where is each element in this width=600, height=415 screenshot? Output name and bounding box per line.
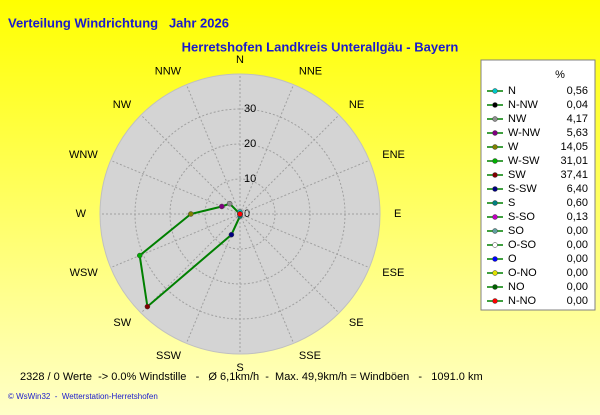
legend-name: O-NO <box>508 267 537 279</box>
spoke <box>110 159 241 215</box>
legend-marker <box>492 158 498 164</box>
legend-value: 0,00 <box>567 239 588 251</box>
data-point <box>228 231 235 238</box>
legend-value: 0,04 <box>567 99 588 111</box>
legend-name: S <box>508 197 515 209</box>
spoke <box>239 213 295 344</box>
legend-marker <box>492 130 498 136</box>
legend-name: W-NW <box>508 127 541 139</box>
data-point <box>144 303 151 310</box>
grid-circle <box>204 178 276 250</box>
angular-label: NE <box>349 99 364 111</box>
legend-value: 6,40 <box>567 183 588 195</box>
legend-value: 14,05 <box>560 141 588 153</box>
spoke <box>239 114 340 215</box>
legend-name: SO <box>508 225 524 237</box>
legend-name: O <box>508 253 517 265</box>
legend-name: N <box>508 85 516 97</box>
legend-name: NO <box>508 281 525 293</box>
r-tick-label: 20 <box>244 138 256 150</box>
legend-marker <box>492 214 498 220</box>
legend-marker <box>492 186 498 192</box>
angular-label: NNW <box>155 66 182 78</box>
legend-value: 0,60 <box>567 197 588 209</box>
legend-marker <box>492 284 498 290</box>
legend-value: 5,63 <box>567 127 588 139</box>
legend-value: 4,17 <box>567 113 588 125</box>
legend-marker <box>492 102 498 108</box>
legend-name: W-SW <box>508 155 540 167</box>
data-point <box>237 211 243 217</box>
spoke <box>185 84 241 215</box>
legend-marker <box>492 200 498 206</box>
spoke <box>185 213 241 344</box>
angular-label: W <box>76 208 87 220</box>
legend-value: 0,13 <box>567 211 588 223</box>
r-tick-label: 10 <box>244 173 256 185</box>
legend-marker <box>492 228 498 234</box>
legend-name: S-SO <box>508 211 535 223</box>
spoke <box>110 213 241 269</box>
legend-value: 0,00 <box>567 253 588 265</box>
legend-marker <box>492 270 498 276</box>
credit: © WsWin32 - Wetterstation-Herretshofen <box>8 392 158 401</box>
legend-name: O-SO <box>508 239 537 251</box>
angular-label: SW <box>113 317 131 329</box>
legend-value: 0,00 <box>567 267 588 279</box>
spoke <box>239 159 370 215</box>
legend-name: N-NW <box>508 99 539 111</box>
legend-value: 31,01 <box>560 155 588 167</box>
footer: 2328 / 0 Werte -> 0.0% Windstille - Ø 6,… <box>20 371 483 383</box>
legend-box <box>480 59 596 311</box>
angular-label: WNW <box>69 149 98 161</box>
angular-label: S <box>236 362 243 374</box>
spoke <box>239 84 295 215</box>
legend-name: W <box>508 141 519 153</box>
angular-label: SE <box>349 317 364 329</box>
legend-name: S-SW <box>508 183 537 195</box>
legend-marker <box>492 298 498 304</box>
data-point <box>136 252 143 259</box>
legend-marker <box>492 256 498 262</box>
angular-label: NNE <box>299 66 322 78</box>
spoke <box>239 213 340 314</box>
data-point <box>226 200 233 207</box>
legend-marker <box>492 172 498 178</box>
legend-marker <box>492 116 498 122</box>
angular-label: SSW <box>156 350 182 362</box>
legend-name: NW <box>508 113 527 125</box>
legend-value: 0,56 <box>567 85 588 97</box>
r-tick-label: 0 <box>244 208 250 220</box>
angular-label: WSW <box>70 267 99 279</box>
legend-header: % <box>555 69 565 81</box>
data-point <box>188 211 194 217</box>
angular-label: E <box>394 208 401 220</box>
angular-label: ESE <box>382 267 404 279</box>
spoke <box>140 213 241 314</box>
legend-value: 0,00 <box>567 295 588 307</box>
angular-label: ENE <box>382 149 405 161</box>
angular-label: NW <box>113 99 132 111</box>
chart-title: Verteilung Windrichtung Jahr 2026 <box>8 15 229 30</box>
legend-value: 0,00 <box>567 281 588 293</box>
legend-marker <box>492 88 498 94</box>
r-tick-label: 30 <box>244 103 256 115</box>
legend-marker <box>492 242 498 248</box>
chart-subtitle: Herretshofen Landkreis Unterallgäu - Bay… <box>182 39 459 54</box>
legend-value: 37,41 <box>560 169 588 181</box>
legend-name: SW <box>508 169 526 181</box>
angular-label: SSE <box>299 350 321 362</box>
legend-marker <box>492 144 498 150</box>
legend-name: N-NO <box>508 295 537 307</box>
spoke <box>239 213 370 269</box>
data-point <box>219 203 225 210</box>
angular-label: N <box>236 54 244 66</box>
legend-value: 0,00 <box>567 225 588 237</box>
spoke <box>140 114 241 215</box>
